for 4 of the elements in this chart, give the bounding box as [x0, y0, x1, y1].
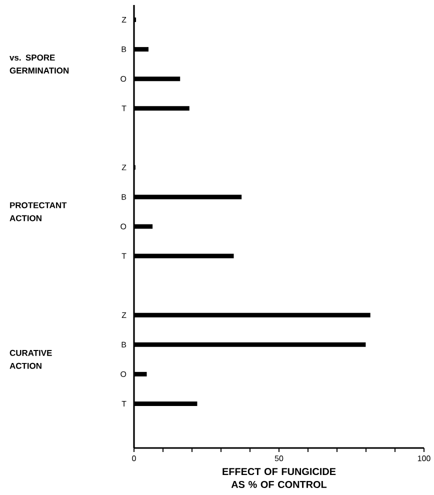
text: CURATIVE ACTION	[10, 350, 52, 369]
text: vs. SPORE GERMINATION	[10, 54, 69, 74]
text: PROTECTANT ACTION	[10, 202, 67, 222]
x-axis-title: EFFECT OF FUNGICIDE AS % OF CONTROL	[222, 468, 336, 488]
